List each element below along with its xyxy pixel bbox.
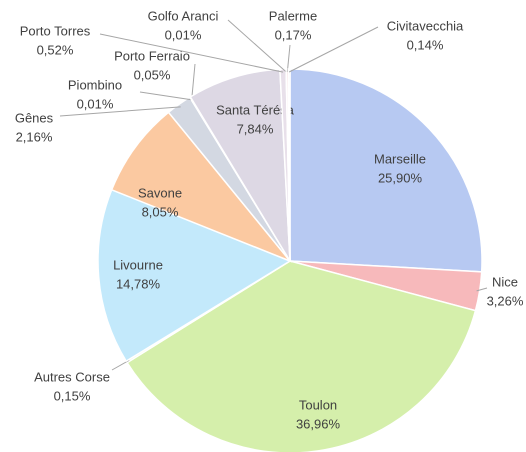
slice-value-label: 8,05% bbox=[142, 204, 179, 219]
slice-value-label: 14,78% bbox=[116, 276, 161, 291]
pie-slice bbox=[110, 111, 293, 263]
slice-value-label: 36,96% bbox=[296, 416, 341, 431]
leader-line bbox=[286, 44, 291, 73]
leader-line bbox=[139, 91, 192, 101]
slice-label: Livourne bbox=[113, 257, 163, 272]
slice-label: Golfo Aranci bbox=[148, 8, 219, 23]
pie-slice bbox=[289, 68, 483, 273]
slice-value-label: 2,16% bbox=[16, 129, 53, 144]
slice-value-label: 0,05% bbox=[134, 67, 171, 82]
slice-label: Civitavecchia bbox=[387, 18, 464, 33]
leader-line bbox=[59, 106, 181, 117]
slice-value-label: 25,90% bbox=[378, 170, 423, 185]
leader-line bbox=[288, 26, 379, 73]
slice-value-label: 3,26% bbox=[487, 293, 524, 308]
slice-value-label: 0,52% bbox=[37, 42, 74, 57]
pie-slice bbox=[97, 188, 292, 363]
slice-value-label: 0,15% bbox=[54, 388, 91, 403]
slice-label: Porto Ferraio bbox=[114, 48, 190, 63]
slice-value-label: 0,01% bbox=[77, 96, 114, 111]
slice-value-label: 0,17% bbox=[275, 27, 312, 42]
slice-label: Porto Torres bbox=[20, 23, 91, 38]
slice-label: Marseille bbox=[374, 151, 426, 166]
slice-label: Palerme bbox=[269, 8, 317, 23]
slice-label: Toulon bbox=[299, 397, 337, 412]
slice-label: Piombino bbox=[68, 77, 122, 92]
slice-value-label: 0,14% bbox=[407, 37, 444, 52]
leader-line bbox=[99, 33, 284, 73]
leader-line bbox=[476, 287, 488, 292]
slice-value-label: 7,84% bbox=[237, 121, 274, 136]
slice-label: Savone bbox=[138, 185, 182, 200]
pie-slice bbox=[287, 68, 291, 262]
slice-label: Autres Corse bbox=[34, 369, 110, 384]
slice-label: Nice bbox=[492, 274, 518, 289]
leader-line bbox=[191, 63, 196, 100]
leader-line bbox=[227, 19, 287, 73]
pie-slice bbox=[189, 68, 291, 262]
leader-line bbox=[111, 359, 130, 371]
slice-label: Santa Térésa bbox=[216, 102, 295, 117]
slice-label: Gênes bbox=[15, 110, 54, 125]
slice-value-label: 0,01% bbox=[165, 27, 202, 42]
